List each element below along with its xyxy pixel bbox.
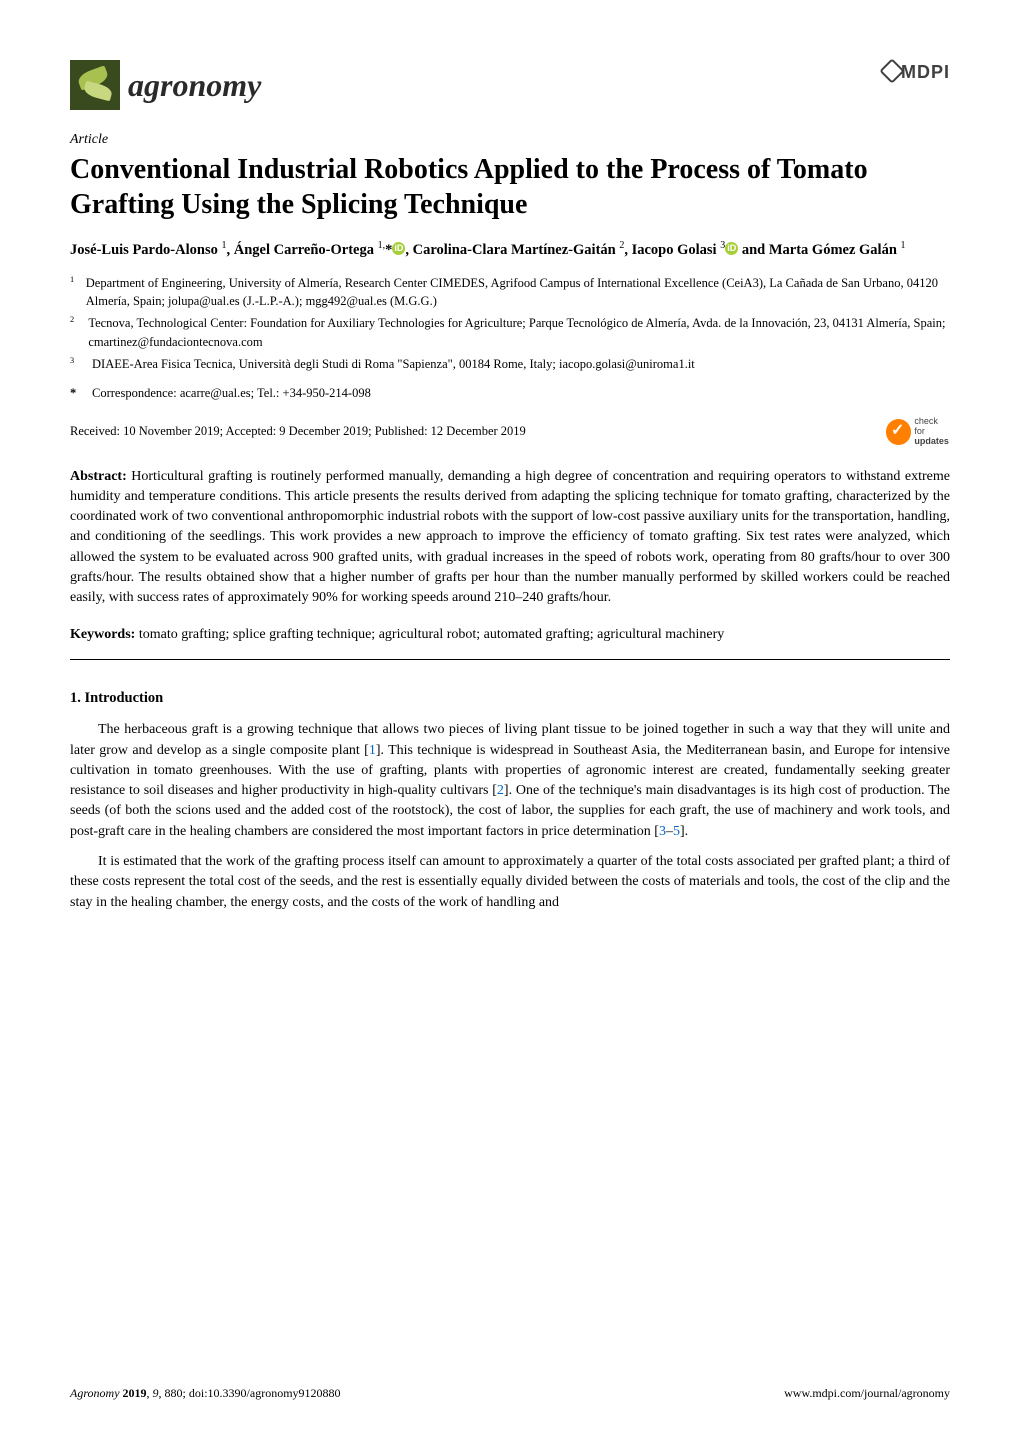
article-title: Conventional Industrial Robotics Applied… xyxy=(70,152,950,222)
check-updates-line1: check for xyxy=(914,417,950,437)
journal-name: agronomy xyxy=(128,63,261,108)
page-footer: Agronomy 2019, 9, 880; doi:10.3390/agron… xyxy=(70,1385,950,1402)
section-divider xyxy=(70,659,950,660)
agronomy-leaf-icon xyxy=(70,60,120,110)
affiliation-item: 3DIAEE-Area Fisica Tecnica, Università d… xyxy=(92,355,950,374)
check-updates-line2: updates xyxy=(914,437,950,447)
keywords: Keywords: tomato grafting; splice grafti… xyxy=(70,625,950,645)
article-type-label: Article xyxy=(70,130,950,150)
abstract-text: Horticultural grafting is routinely perf… xyxy=(70,469,950,606)
header: agronomy MDPI xyxy=(70,60,950,110)
affiliation-item: 1Department of Engineering, University o… xyxy=(92,274,950,312)
journal-logo: agronomy xyxy=(70,60,261,110)
affiliations: 1Department of Engineering, University o… xyxy=(92,274,950,374)
abstract-label: Abstract: xyxy=(70,469,127,484)
footer-citation: Agronomy 2019, 9, 880; doi:10.3390/agron… xyxy=(70,1385,341,1402)
correspondence: *Correspondence: acarre@ual.es; Tel.: +3… xyxy=(92,385,950,403)
check-for-updates-badge[interactable]: check for updates xyxy=(886,417,950,447)
authors-list: José-Luis Pardo-Alonso 1, Ángel Carreño-… xyxy=(70,238,950,262)
check-updates-icon xyxy=(886,419,911,445)
mdpi-logo: MDPI xyxy=(883,60,950,85)
keywords-label: Keywords: xyxy=(70,627,135,642)
correspondence-text: Correspondence: acarre@ual.es; Tel.: +34… xyxy=(92,386,371,400)
affiliation-item: 2Tecnova, Technological Center: Foundati… xyxy=(92,314,950,352)
intro-paragraph-1: The herbaceous graft is a growing techni… xyxy=(70,720,950,842)
footer-journal-italic: Agronomy xyxy=(70,1386,123,1400)
dates-row: Received: 10 November 2019; Accepted: 9 … xyxy=(70,417,950,447)
abstract: Abstract: Horticultural grafting is rout… xyxy=(70,467,950,609)
intro-paragraph-2: It is estimated that the work of the gra… xyxy=(70,852,950,913)
footer-rest: , 9, 880; doi:10.3390/agronomy9120880 xyxy=(147,1386,341,1400)
footer-url: www.mdpi.com/journal/agronomy xyxy=(784,1385,950,1402)
check-updates-text: check for updates xyxy=(914,417,950,447)
section-1-heading: 1. Introduction xyxy=(70,688,950,708)
publication-dates: Received: 10 November 2019; Accepted: 9 … xyxy=(70,423,526,441)
footer-year: 2019 xyxy=(123,1386,147,1400)
keywords-text: tomato grafting; splice grafting techniq… xyxy=(135,627,724,642)
